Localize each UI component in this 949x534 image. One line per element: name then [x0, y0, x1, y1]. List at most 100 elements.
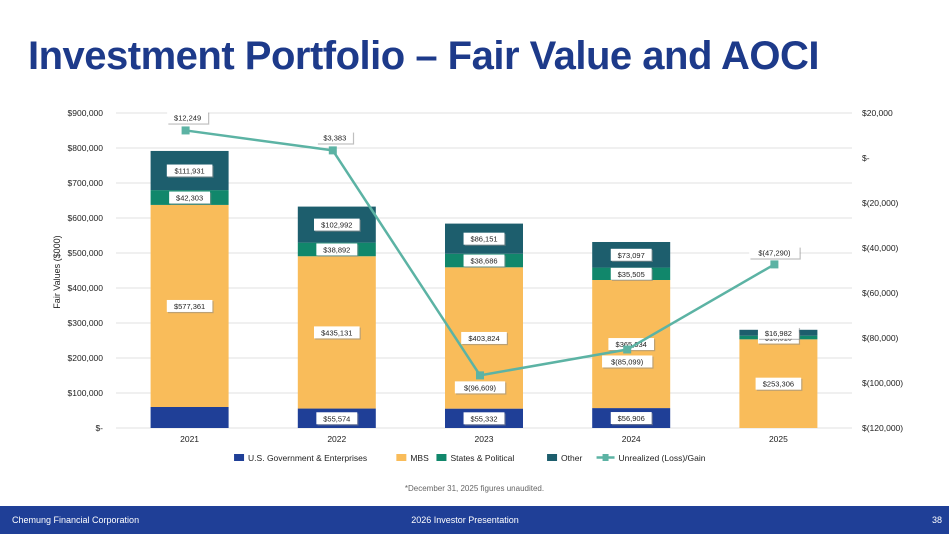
y-tick-label: $200,000 [68, 353, 104, 363]
legend-swatch [547, 454, 558, 461]
data-label-text: $73,097 [618, 251, 645, 260]
line-marker [181, 126, 190, 135]
data-label-box [314, 326, 360, 339]
y2-tick-label: $(100,000) [862, 378, 903, 388]
legend-item: Unrealized (Loss)/Gain [596, 453, 706, 463]
data-label: $111,931 [166, 164, 214, 178]
data-label: $86,151 [463, 232, 506, 246]
data-label-text: $55,574 [323, 414, 350, 423]
data-label-box [169, 191, 211, 204]
data-label: $403,824 [461, 331, 508, 346]
footer-presentation: 2026 Investor Presentation [411, 515, 519, 525]
data-label-box [602, 355, 653, 368]
category-axis: 2021 2022 2023 2024 2025 [180, 434, 788, 444]
data-label: $38,892 [316, 243, 359, 257]
data-label: $12,249 [167, 111, 210, 125]
data-label: $(85,099) [602, 355, 654, 369]
data-label-text: $3,383 [323, 133, 346, 142]
legend-swatch [234, 454, 245, 461]
data-label-text: $(85,099) [611, 357, 644, 366]
right-axis: $(120,000) $(100,000) $(80,000) $(60,000) $(… [862, 108, 903, 433]
data-label-box [167, 111, 209, 124]
data-label: $42,303 [169, 191, 212, 205]
line-marker [476, 371, 484, 380]
category-label: 2023 [475, 434, 494, 444]
data-label-text: $253,306 [763, 380, 794, 389]
footer-bar: Chemung Financial Corporation 2026 Inves… [0, 506, 949, 534]
data-label: $365,934 [608, 338, 656, 352]
y-tick-label: $500,000 [68, 248, 104, 258]
data-label: $35,505 [610, 267, 653, 281]
legend-swatch [436, 454, 447, 461]
legend-item: U.S. Government & Enterprises [234, 453, 367, 463]
data-label-text: $435,131 [321, 328, 352, 337]
footnote: *December 31, 2025 figures unaudited. [404, 484, 545, 493]
data-label-box [610, 267, 652, 280]
data-label-text: $35,505 [618, 270, 645, 279]
data-label-box [316, 243, 358, 256]
y-tick-label: $400,000 [68, 283, 104, 293]
category-label: 2022 [327, 434, 346, 444]
data-label-box [454, 381, 506, 394]
data-label-box [463, 232, 505, 245]
data-label-text: $403,824 [468, 334, 499, 343]
data-label-box [757, 326, 799, 339]
y-tick-label: $- [95, 423, 103, 433]
data-label-box [166, 299, 213, 312]
page-number: 38 [931, 515, 942, 525]
y2-tick-label: $(40,000) [862, 243, 899, 253]
data-label-box [314, 218, 360, 231]
data-label-box [749, 246, 800, 259]
y2-tick-label: $(80,000) [862, 333, 899, 343]
legend-item: MBS [396, 453, 429, 463]
category-label: 2025 [769, 434, 788, 444]
data-label: $73,097 [610, 248, 653, 262]
legend: U.S. Government & Enterprises MBS States &… [234, 453, 706, 463]
data-label-box [166, 164, 213, 177]
legend-label: U.S. Government & Enterprises [248, 453, 367, 463]
data-label: $435,131 [314, 326, 361, 340]
data-label-text: $(96,609) [464, 383, 497, 392]
data-label-box [463, 254, 505, 267]
legend-label: Other [561, 453, 582, 463]
y-tick-label: $600,000 [68, 213, 104, 223]
legend-label: Unrealized (Loss)/Gain [619, 453, 706, 463]
data-label-box [610, 248, 652, 261]
y-tick-label: $100,000 [68, 388, 104, 398]
category-label: 2024 [622, 434, 641, 444]
data-label: $55,574 [316, 412, 359, 426]
line-marker [328, 146, 337, 155]
y-axis-label: Fair Values ($000) [52, 235, 62, 308]
data-label: $56,906 [610, 412, 653, 426]
y-tick-label: $700,000 [68, 178, 104, 188]
y-tick-label: $900,000 [68, 108, 104, 118]
data-label-text: $577,361 [174, 302, 205, 311]
data-label-text: $365,934 [616, 340, 647, 349]
data-label: $55,332 [463, 412, 506, 426]
legend-swatch [396, 454, 407, 461]
data-label-box [461, 331, 507, 344]
legend-label: MBS [410, 453, 429, 463]
legend-marker [602, 454, 609, 461]
data-label: $102,992 [314, 218, 361, 232]
data-label-text: $111,931 [175, 167, 205, 176]
y2-tick-label: $(60,000) [862, 288, 899, 298]
portfolio-chart: $- $100,000 $200,000 $300,000 $400,000 $500,0… [52, 108, 903, 463]
data-label-text: $102,992 [321, 221, 352, 230]
data-label-text: $16,982 [765, 329, 792, 338]
data-label: $253,306 [755, 377, 803, 391]
data-label-box [316, 412, 358, 425]
data-label-text: $(47,290) [758, 248, 791, 257]
data-label-text: $38,892 [323, 245, 350, 254]
line-series: $12,249 $3,383 $(96,609) $(85,099) $(47,290) [167, 111, 801, 395]
line-marker [770, 260, 779, 269]
bar-series: $577,361 $42,303 $111,931 $55,574 $435,131 $3… [150, 150, 818, 428]
legend-item: States & Political [436, 453, 514, 463]
legend-item: Other [547, 453, 582, 463]
data-label: $38,686 [463, 254, 506, 268]
y2-tick-label: $(20,000) [862, 198, 899, 208]
data-label-box [316, 131, 353, 144]
data-label: $(96,609) [454, 381, 507, 395]
data-label-text: $12,249 [174, 113, 201, 122]
y-tick-label: $300,000 [68, 318, 104, 328]
